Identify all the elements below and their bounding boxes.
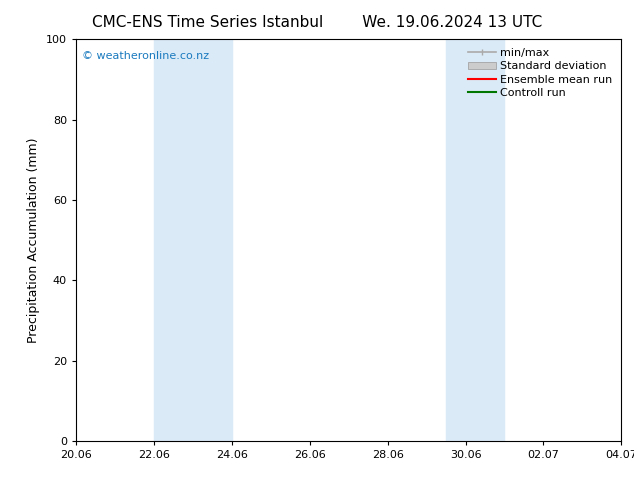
Legend: min/max, Standard deviation, Ensemble mean run, Controll run: min/max, Standard deviation, Ensemble me…: [465, 45, 616, 101]
Text: © weatheronline.co.nz: © weatheronline.co.nz: [82, 51, 209, 61]
Bar: [154, 39, 232, 441]
Text: CMC-ENS Time Series Istanbul        We. 19.06.2024 13 UTC: CMC-ENS Time Series Istanbul We. 19.06.2…: [92, 15, 542, 30]
Y-axis label: Precipitation Accumulation (mm): Precipitation Accumulation (mm): [27, 137, 41, 343]
Bar: [446, 39, 505, 441]
